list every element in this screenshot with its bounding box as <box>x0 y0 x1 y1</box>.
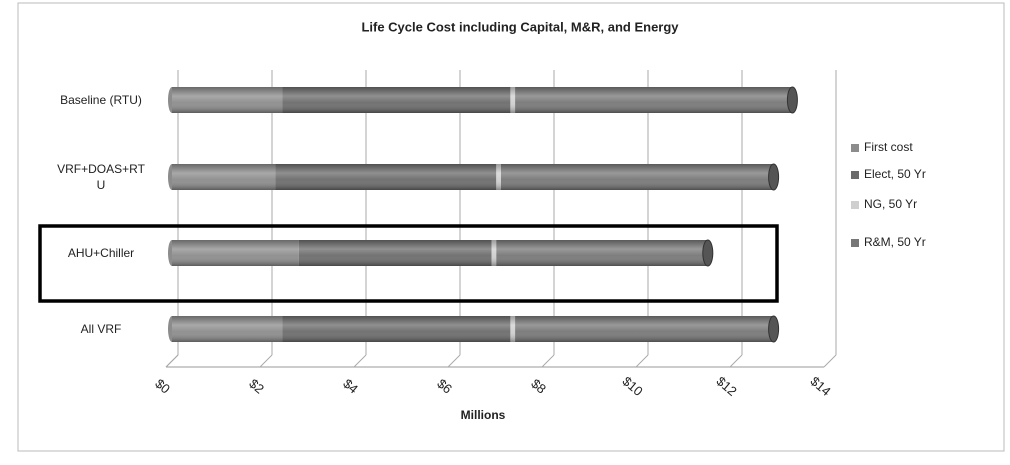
floor-line <box>353 354 367 368</box>
bar-shading <box>172 87 793 113</box>
floor-line <box>447 354 461 368</box>
bar-shading <box>172 164 774 190</box>
legend-label: NG, 50 Yr <box>864 197 917 211</box>
floor-line <box>259 354 273 368</box>
floor-line <box>541 354 555 368</box>
floor-line <box>823 354 837 368</box>
chart-border <box>17 2 1005 452</box>
floor-line <box>729 354 743 368</box>
x-tick-label: $2 <box>246 376 267 397</box>
x-tick-label: $14 <box>808 373 834 398</box>
x-tick-label: $4 <box>340 376 361 397</box>
y-tick-label: AHU+Chiller <box>67 246 135 260</box>
chart-title: Life Cycle Cost including Capital, M&R, … <box>361 19 679 34</box>
bar-cap-end <box>768 163 780 191</box>
x-tick-label: $0 <box>152 376 173 397</box>
bar-cap-end <box>702 239 714 267</box>
legend-label: R&M, 50 Yr <box>864 235 926 249</box>
legend-swatch <box>851 201 859 209</box>
y-tick-label: All VRF <box>80 322 122 336</box>
bar-cap-end <box>768 315 780 343</box>
bar-shading <box>172 316 774 342</box>
bar-cap-end <box>786 86 798 114</box>
x-tick-label: $6 <box>434 376 455 397</box>
floor-line <box>165 354 179 368</box>
x-tick-label: $10 <box>620 373 646 398</box>
bar-shading <box>172 240 708 266</box>
legend-label: First cost <box>864 140 913 154</box>
y-tick-label: VRF+DOAS+RTU <box>57 162 145 192</box>
legend-swatch <box>851 144 859 152</box>
floor-line <box>635 354 649 368</box>
y-tick-label: Baseline (RTU) <box>60 93 142 107</box>
legend-swatch <box>851 171 859 179</box>
legend-swatch <box>851 239 859 247</box>
x-axis-label: Millions <box>461 408 506 422</box>
x-tick-label: $12 <box>714 373 740 398</box>
legend-label: Elect, 50 Yr <box>864 167 926 181</box>
x-tick-label: $8 <box>528 376 549 397</box>
highlight-box <box>38 224 779 303</box>
